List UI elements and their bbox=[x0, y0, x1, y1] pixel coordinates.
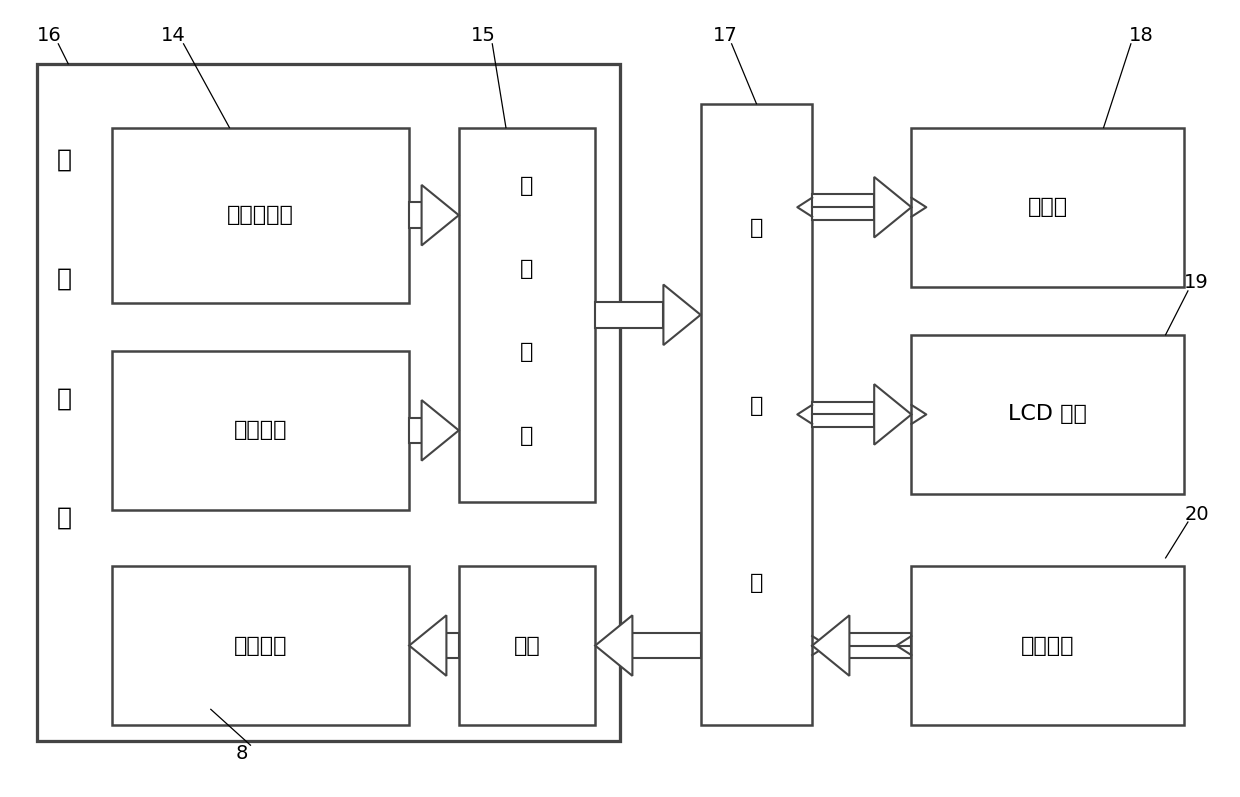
Polygon shape bbox=[422, 400, 459, 461]
Bar bbox=[701, 104, 812, 725]
Bar bbox=[112, 128, 409, 303]
Text: 量: 量 bbox=[57, 267, 72, 291]
Text: 控制面板: 控制面板 bbox=[1021, 635, 1075, 656]
Text: 20: 20 bbox=[1184, 505, 1209, 524]
Bar bbox=[632, 633, 701, 658]
Bar bbox=[911, 566, 1184, 725]
Bar bbox=[446, 633, 459, 658]
Bar bbox=[112, 351, 409, 510]
Text: 磁性开关: 磁性开关 bbox=[233, 420, 288, 441]
Polygon shape bbox=[409, 615, 446, 676]
Text: 18: 18 bbox=[1128, 26, 1153, 45]
Bar bbox=[459, 566, 595, 725]
Text: 8: 8 bbox=[236, 744, 248, 763]
Bar bbox=[459, 128, 595, 502]
Bar bbox=[37, 64, 620, 741]
Text: 据: 据 bbox=[521, 259, 533, 279]
Bar bbox=[911, 335, 1184, 494]
Bar bbox=[849, 633, 911, 658]
Polygon shape bbox=[595, 615, 632, 676]
Text: 17: 17 bbox=[713, 26, 738, 45]
Text: 16: 16 bbox=[37, 26, 62, 45]
Text: 机: 机 bbox=[750, 573, 763, 593]
Bar bbox=[812, 194, 874, 220]
Polygon shape bbox=[874, 177, 911, 238]
Text: 倾角传感器: 倾角传感器 bbox=[227, 205, 294, 226]
Text: LCD 显示: LCD 显示 bbox=[1008, 404, 1087, 425]
Polygon shape bbox=[812, 615, 849, 676]
Text: 14: 14 bbox=[161, 26, 186, 45]
Text: 数: 数 bbox=[521, 176, 533, 196]
Bar bbox=[112, 566, 409, 725]
Text: 15: 15 bbox=[471, 26, 496, 45]
Text: 19: 19 bbox=[1184, 273, 1209, 292]
Bar bbox=[812, 402, 874, 427]
Text: 上位机: 上位机 bbox=[1028, 197, 1068, 218]
Text: 下: 下 bbox=[750, 218, 763, 238]
Bar bbox=[595, 302, 663, 328]
Text: 集: 集 bbox=[521, 426, 533, 446]
Text: 位: 位 bbox=[750, 395, 763, 415]
Polygon shape bbox=[663, 285, 701, 345]
Text: 步进电机: 步进电机 bbox=[233, 635, 288, 656]
Text: 测: 测 bbox=[57, 147, 72, 171]
Bar bbox=[409, 202, 422, 228]
Text: 平: 平 bbox=[57, 387, 72, 410]
Text: 采: 采 bbox=[521, 342, 533, 363]
Bar bbox=[911, 128, 1184, 287]
Text: 驱动: 驱动 bbox=[513, 635, 541, 656]
Polygon shape bbox=[422, 185, 459, 245]
Polygon shape bbox=[874, 384, 911, 445]
Text: 台: 台 bbox=[57, 506, 72, 530]
Bar bbox=[409, 418, 422, 443]
